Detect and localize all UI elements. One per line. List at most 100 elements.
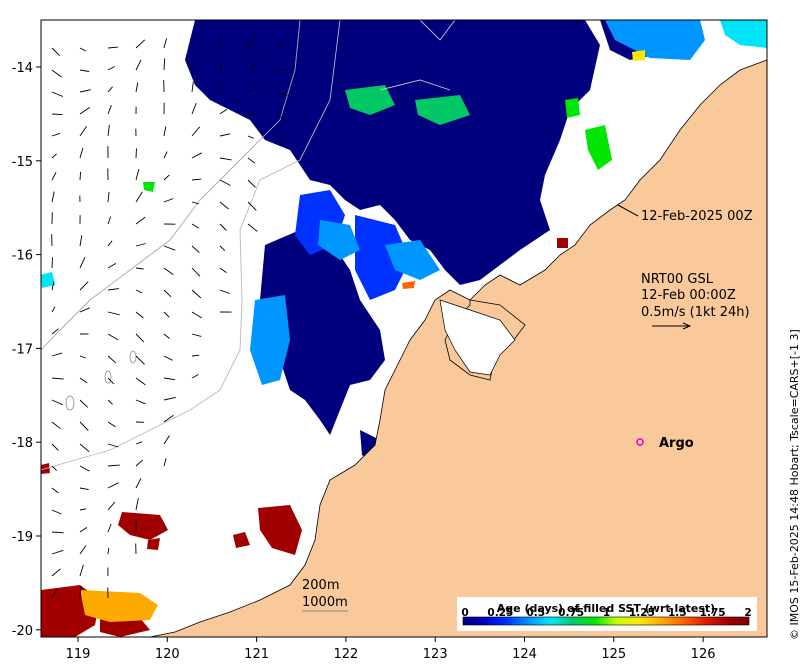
current-vector <box>79 147 84 159</box>
colorbar-tick-label: 0 <box>461 607 468 619</box>
current-vector <box>219 86 224 93</box>
current-vector <box>107 547 110 555</box>
current-vector <box>107 105 112 115</box>
current-vector <box>247 37 254 49</box>
current-vector <box>219 108 228 115</box>
sst-patch-age-15 <box>402 281 415 289</box>
current-vector <box>191 374 199 379</box>
argo-float-marker <box>636 438 644 446</box>
sst-patch-age-05 <box>250 295 290 385</box>
current-vector <box>219 37 222 49</box>
x-tick-label: 119 <box>66 647 91 662</box>
current-vector <box>247 157 256 164</box>
current-vector <box>79 69 90 72</box>
current-vector <box>275 135 285 144</box>
x-tick-label: 123 <box>423 647 448 662</box>
current-vector <box>51 487 59 494</box>
current-vector <box>163 377 176 381</box>
y-tick-label: -15 <box>12 155 33 170</box>
colorbar-tick-label: 0.75 <box>558 607 584 619</box>
current-vector <box>219 201 229 210</box>
current-vector <box>51 172 57 181</box>
current-vector <box>135 216 146 225</box>
current-scale-label: 0.5m/s (1kt 24h) <box>641 305 750 320</box>
current-vector <box>163 333 170 339</box>
current-vector <box>163 458 167 467</box>
current-vector <box>191 267 201 277</box>
x-tick-label: 124 <box>512 647 537 662</box>
current-vector <box>163 396 176 401</box>
current-vector <box>51 465 58 471</box>
sst-patch-age-2 <box>557 238 568 248</box>
current-vector <box>51 421 61 430</box>
current-vector <box>51 531 64 534</box>
current-vector <box>79 377 88 384</box>
current-vector <box>107 333 119 341</box>
x-tick-label: 122 <box>333 647 358 662</box>
current-vectors <box>51 37 288 599</box>
current-vector <box>107 482 119 489</box>
colorbar-tick-label: 0.5 <box>526 607 545 619</box>
current-vector <box>79 126 87 137</box>
x-tick-label: 121 <box>244 647 269 662</box>
current-vector <box>163 174 170 181</box>
current-vector <box>107 523 112 533</box>
current-vector <box>51 132 61 137</box>
current-vector <box>79 487 89 491</box>
current-vector <box>51 91 64 97</box>
current-vector <box>135 355 145 365</box>
current-vector <box>51 328 59 335</box>
current-vector <box>79 281 89 291</box>
current-vector <box>79 89 91 93</box>
sst-patch-age-075 <box>720 20 767 48</box>
current-vector <box>79 586 82 599</box>
current-vector <box>51 443 59 451</box>
y-tick-label: -19 <box>12 530 33 545</box>
colorbar-title: Age (days) of filled SST (wrt latest) <box>497 602 715 615</box>
current-vector <box>135 168 140 181</box>
current-vector <box>247 135 254 139</box>
colorbar: Age (days) of filled SST (wrt latest) 0 0… <box>457 597 757 631</box>
reef-outline <box>129 350 137 364</box>
sst-patch-age-2 <box>233 532 250 548</box>
current-vector <box>107 86 113 93</box>
current-vector <box>51 153 57 159</box>
current-vector <box>163 311 170 318</box>
colorbar-background <box>457 597 757 631</box>
current-vector <box>191 178 202 181</box>
land-inlet <box>439 299 516 376</box>
current-vector <box>275 68 287 71</box>
current-vector <box>219 179 231 186</box>
current-vector <box>107 399 113 405</box>
sst-patch-age-05 <box>318 220 360 260</box>
x-tick-label: 126 <box>691 647 716 662</box>
sst-patch-fresh <box>260 230 385 435</box>
current-vector <box>107 311 120 316</box>
timestamp-label: 12-Feb-2025 00Z <box>641 209 753 224</box>
current-vector <box>107 443 119 448</box>
current-vector <box>191 126 201 137</box>
current-vector <box>107 421 116 428</box>
current-vector <box>247 61 258 71</box>
colorbar-tick-label: 1.75 <box>700 607 726 619</box>
current-vector <box>51 568 61 577</box>
current-vector <box>247 88 259 93</box>
current-vector <box>79 421 89 431</box>
current-vector <box>163 58 166 71</box>
current-vector <box>107 377 115 385</box>
current-vector <box>107 288 119 291</box>
current-vector <box>107 464 120 467</box>
sst-patch-age-2 <box>258 505 302 555</box>
current-vector <box>191 223 199 229</box>
current-vector <box>163 435 170 445</box>
current-vector <box>163 414 174 423</box>
current-vector <box>219 133 231 137</box>
current-vector <box>107 66 115 71</box>
current-vector <box>191 102 197 115</box>
sst-patch-age-125 <box>632 50 645 61</box>
current-vector <box>191 245 200 254</box>
current-vector <box>79 235 83 247</box>
y-tick-label: -20 <box>12 624 33 639</box>
current-vector <box>51 306 56 313</box>
